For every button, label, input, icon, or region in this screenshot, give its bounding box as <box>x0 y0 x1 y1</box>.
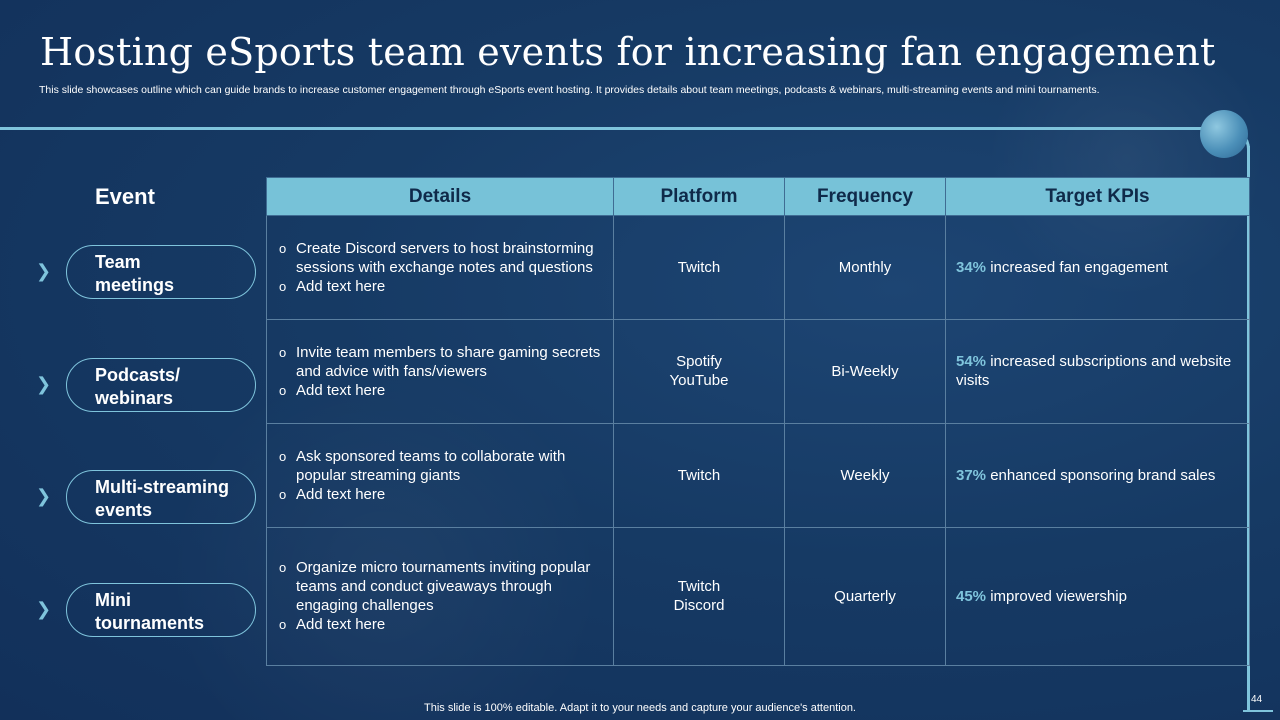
table-row: Invite team members to share gaming secr… <box>266 318 1250 424</box>
event-item-mini-tournaments: ❯ Mini tournaments <box>36 583 258 637</box>
detail-bullet: Add text here <box>279 381 603 400</box>
bottom-divider-tick <box>1243 710 1273 712</box>
platform-cell: Twitch <box>613 215 785 320</box>
details-cell: Organize micro tournaments inviting popu… <box>266 526 614 667</box>
event-label: Multi-streaming events <box>95 477 230 520</box>
platform-cell: Twitch <box>613 422 785 528</box>
kpi-text: increased fan engagement <box>986 258 1168 276</box>
kpi-text: improved viewership <box>986 587 1127 605</box>
event-pill: Multi-streaming events <box>66 470 256 524</box>
kpi-percent: 45% <box>956 587 987 605</box>
header-platform: Platform <box>613 177 785 216</box>
kpi-cell: 45% improved viewership <box>945 526 1250 667</box>
detail-bullet: Add text here <box>279 615 603 634</box>
page-number: 44 <box>1251 694 1263 705</box>
detail-bullet: Invite team members to share gaming secr… <box>279 343 603 381</box>
platform-name: Twitch <box>677 258 721 276</box>
table-row: Create Discord servers to host brainstor… <box>266 215 1250 320</box>
header-frequency: Frequency <box>784 177 946 216</box>
kpi-cell: 34% increased fan engagement <box>945 215 1250 320</box>
frequency-cell: Weekly <box>784 422 946 528</box>
chevron-right-icon: ❯ <box>36 599 52 619</box>
event-pill: Mini tournaments <box>66 583 256 637</box>
slide-subtitle: This slide showcases outline which can g… <box>39 84 1100 96</box>
platform-name: Twitch <box>677 578 721 596</box>
event-label: Podcasts/ webinars <box>95 365 181 408</box>
kpi-text: enhanced sponsoring brand sales <box>986 466 1216 484</box>
detail-bullet: Create Discord servers to host brainstor… <box>279 239 603 277</box>
chevron-right-icon: ❯ <box>36 261 52 281</box>
footer-note: This slide is 100% editable. Adapt it to… <box>424 702 856 714</box>
detail-bullet: Organize micro tournaments inviting popu… <box>279 558 603 615</box>
kpi-percent: 54% <box>956 353 987 371</box>
event-pill: Team meetings <box>66 245 256 299</box>
event-label: Team meetings <box>95 252 175 295</box>
detail-bullet: Add text here <box>279 485 603 504</box>
header-target-kpis: Target KPIs <box>945 177 1250 216</box>
kpi-percent: 34% <box>956 258 987 276</box>
event-item-team-meetings: ❯ Team meetings <box>36 245 258 299</box>
kpi-percent: 37% <box>956 466 987 484</box>
frequency-cell: Bi-Weekly <box>784 318 946 424</box>
decorative-circle <box>1200 110 1248 158</box>
kpi-cell: 54% increased subscriptions and website … <box>945 318 1250 424</box>
chevron-right-icon: ❯ <box>36 486 52 506</box>
detail-bullet: Add text here <box>279 277 603 296</box>
platform-name: Twitch <box>677 466 721 484</box>
details-cell: Invite team members to share gaming secr… <box>266 318 614 424</box>
table-row: Organize micro tournaments inviting popu… <box>266 526 1250 667</box>
platform-name: Spotify <box>676 353 722 371</box>
events-table: Details Platform Frequency Target KPIs C… <box>266 177 1250 667</box>
horizontal-divider <box>0 127 1226 130</box>
platform-name: YouTube <box>669 372 729 390</box>
event-label: Mini tournaments <box>95 590 205 633</box>
details-cell: Create Discord servers to host brainstor… <box>266 215 614 320</box>
detail-bullet: Ask sponsored teams to collaborate with … <box>279 447 603 485</box>
platform-cell: Twitch Discord <box>613 526 785 667</box>
platform-cell: Spotify YouTube <box>613 318 785 424</box>
details-cell: Ask sponsored teams to collaborate with … <box>266 422 614 528</box>
frequency-cell: Monthly <box>784 215 946 320</box>
kpi-text: increased subscriptions and website visi… <box>956 353 1232 390</box>
frequency-cell: Quarterly <box>784 526 946 667</box>
table-header-row: Details Platform Frequency Target KPIs <box>266 177 1250 216</box>
event-item-multi-streaming: ❯ Multi-streaming events <box>36 470 258 524</box>
header-details: Details <box>266 177 614 216</box>
event-pill: Podcasts/ webinars <box>66 358 256 412</box>
chevron-right-icon: ❯ <box>36 374 52 394</box>
platform-name: Discord <box>673 597 725 615</box>
slide-title: Hosting eSports team events for increasi… <box>40 30 1216 74</box>
kpi-cell: 37% enhanced sponsoring brand sales <box>945 422 1250 528</box>
event-item-podcasts-webinars: ❯ Podcasts/ webinars <box>36 358 258 412</box>
event-column-header: Event <box>95 184 155 209</box>
table-row: Ask sponsored teams to collaborate with … <box>266 422 1250 528</box>
